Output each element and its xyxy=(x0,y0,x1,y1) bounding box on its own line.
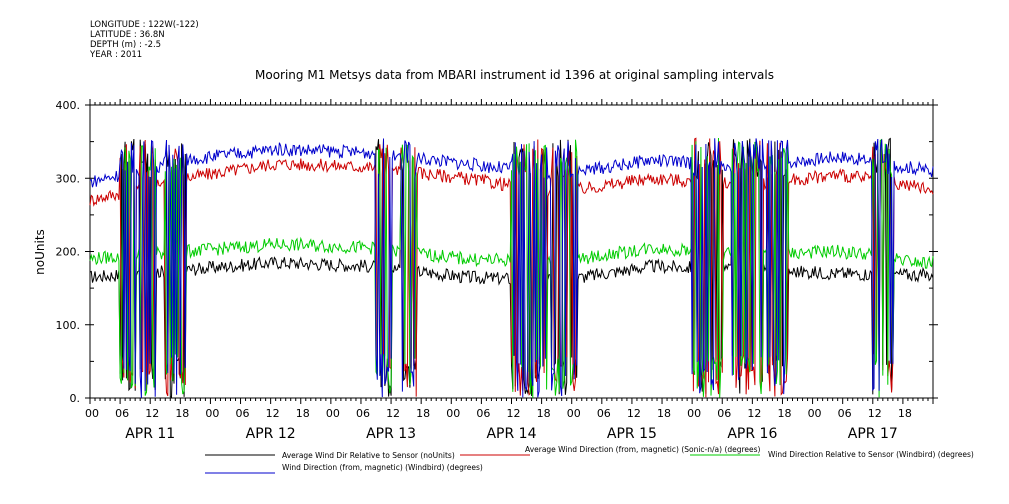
longitude-label: LONGITUDE : 122W(-122) xyxy=(90,20,199,30)
y-tick-label: 0. xyxy=(70,392,81,405)
x-hour-label: 06 xyxy=(236,407,250,420)
x-hour-label: 00 xyxy=(85,407,99,420)
x-day-label: APR 17 xyxy=(848,426,898,442)
x-hour-label: 06 xyxy=(356,407,370,420)
y-axis-label: noUnits xyxy=(33,229,47,275)
y-tick-label: 200. xyxy=(56,246,81,259)
x-day-label: APR 16 xyxy=(727,426,777,442)
x-hour-label: 18 xyxy=(175,407,189,420)
x-hour-label: 00 xyxy=(687,407,701,420)
x-hour-label: 00 xyxy=(326,407,340,420)
chart-title: Mooring M1 Metsys data from MBARI instru… xyxy=(255,68,774,82)
x-day-label: APR 15 xyxy=(607,426,657,442)
metadata-block: LONGITUDE : 122W(-122) LATITUDE : 36.8N … xyxy=(90,20,199,60)
series-line xyxy=(89,137,934,398)
x-day-label: APR 11 xyxy=(125,426,175,442)
x-hour-label: 00 xyxy=(446,407,460,420)
y-tick-label: 400. xyxy=(56,99,81,112)
x-hour-label: 12 xyxy=(868,407,882,420)
x-hour-label: 12 xyxy=(266,407,280,420)
x-hour-label: 06 xyxy=(597,407,611,420)
latitude-label: LATITUDE : 36.8N xyxy=(90,30,165,40)
legend-entry: Wind Direction Relative to Sensor (Windb… xyxy=(768,450,974,459)
x-hour-label: 12 xyxy=(507,407,521,420)
x-hour-label: 18 xyxy=(296,407,310,420)
x-day-label: APR 12 xyxy=(246,426,296,442)
legend-entry: Wind Direction (from, magnetic) (Windbir… xyxy=(282,463,483,472)
series-line xyxy=(89,137,934,398)
x-hour-label: 00 xyxy=(205,407,219,420)
legend-entry: Average Wind Dir Relative to Sensor (noU… xyxy=(282,451,455,460)
x-hour-label: 18 xyxy=(416,407,430,420)
x-day-label: APR 14 xyxy=(486,426,536,442)
y-tick-label: 300. xyxy=(56,172,81,185)
x-hour-label: 00 xyxy=(808,407,822,420)
x-hour-label: 06 xyxy=(115,407,129,420)
legend-entry: Average Wind Direction (from, magnetic) … xyxy=(525,445,761,454)
y-tick-label: 100. xyxy=(56,319,81,332)
x-hour-label: 06 xyxy=(717,407,731,420)
x-hour-label: 18 xyxy=(537,407,551,420)
x-hour-label: 18 xyxy=(898,407,912,420)
series-line xyxy=(89,137,934,398)
x-hour-label: 12 xyxy=(747,407,761,420)
x-hour-label: 12 xyxy=(145,407,159,420)
series-line xyxy=(89,138,934,398)
x-hour-label: 18 xyxy=(657,407,671,420)
x-hour-label: 00 xyxy=(567,407,581,420)
x-hour-label: 12 xyxy=(386,407,400,420)
x-hour-label: 06 xyxy=(838,407,852,420)
x-day-label: APR 13 xyxy=(366,426,416,442)
depth-label: DEPTH (m) : -2.5 xyxy=(90,40,162,50)
x-hour-label: 18 xyxy=(777,407,791,420)
x-hour-label: 06 xyxy=(476,407,490,420)
year-label: YEAR : 2011 xyxy=(90,50,143,60)
x-hour-label: 12 xyxy=(627,407,641,420)
